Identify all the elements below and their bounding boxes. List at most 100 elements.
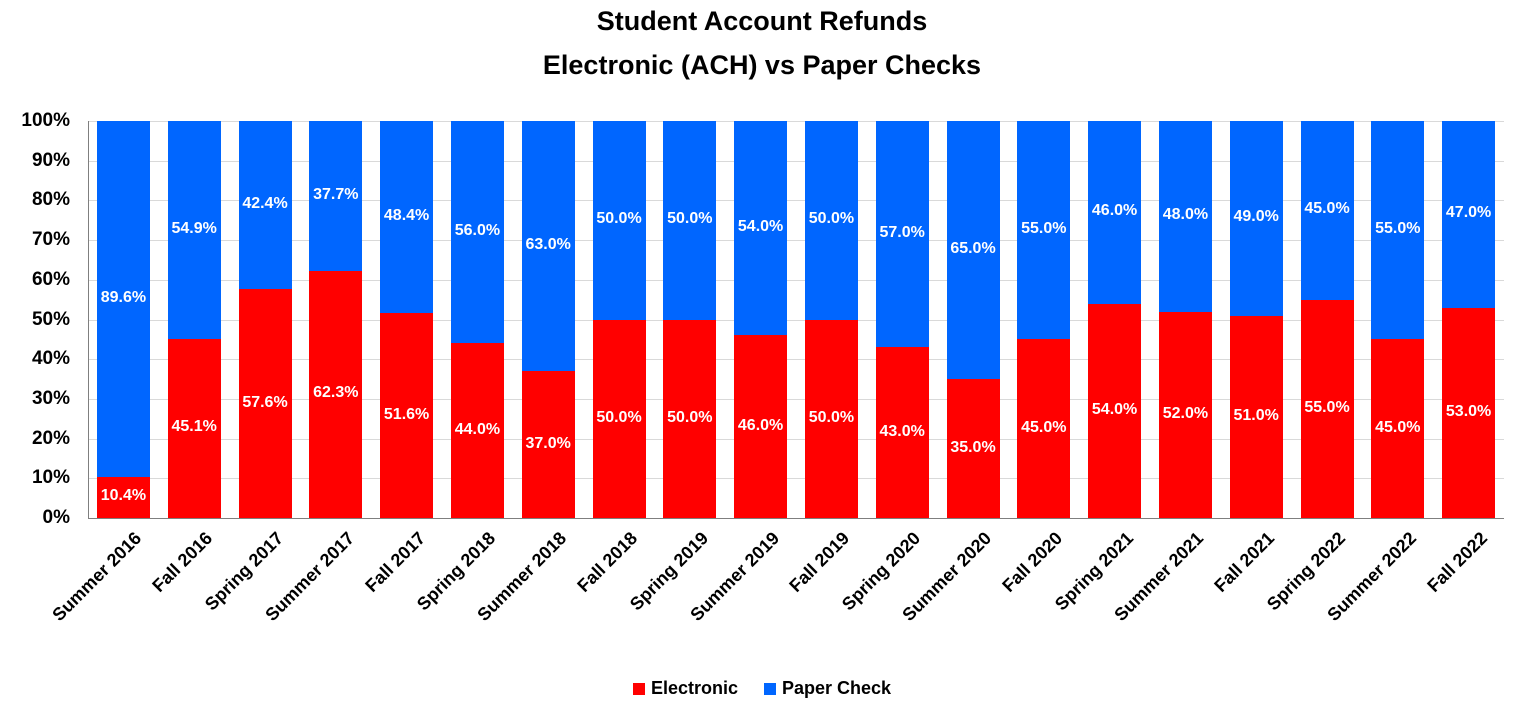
electronic-segment[interactable]: 55.0% (1300, 299, 1354, 518)
paper-check-segment[interactable]: 49.0% (1229, 121, 1283, 316)
electronic-segment[interactable]: 51.6% (380, 313, 434, 518)
electronic-value-label: 10.4% (100, 487, 147, 505)
paper-check-value-label: 55.0% (1375, 220, 1421, 238)
x-tick-label: Fall 2022 (1422, 528, 1491, 596)
bar-stack[interactable]: 54.9% 45.1% (167, 121, 221, 518)
bar-stack[interactable]: 65.0% 35.0% (946, 121, 1000, 518)
bar-stack[interactable]: 63.0% 37.0% (521, 121, 575, 518)
gridline (88, 438, 1504, 440)
electronic-value-label: 50.0% (808, 408, 855, 426)
y-tick-label: 100% (21, 110, 70, 131)
bar-stack[interactable]: 57.0% 43.0% (875, 121, 929, 518)
bar-stack[interactable]: 55.0% 45.0% (1017, 121, 1071, 518)
legend-item-electronic[interactable]: Electronic (632, 678, 738, 699)
legend-item-paper-check[interactable]: Paper Check (763, 678, 891, 699)
electronic-segment[interactable]: 45.0% (1371, 339, 1425, 518)
electronic-segment[interactable]: 54.0% (1088, 303, 1142, 518)
bar-stack[interactable]: 50.0% 50.0% (663, 121, 717, 518)
bar-stack[interactable]: 48.4% 51.6% (380, 121, 434, 518)
bar-stack[interactable]: 48.0% 52.0% (1158, 121, 1212, 518)
gridline (88, 279, 1504, 281)
paper-check-value-label: 54.9% (171, 219, 217, 237)
bar-stack[interactable]: 45.0% 55.0% (1300, 121, 1354, 518)
paper-check-segment[interactable]: 57.0% (875, 121, 929, 348)
paper-check-value-label: 54.0% (737, 218, 784, 236)
electronic-value-label: 45.1% (171, 418, 217, 436)
paper-check-segment[interactable]: 55.0% (1017, 121, 1071, 340)
x-tick-label: Summer 2016 (48, 528, 146, 625)
chart-subtitle: Electronic (ACH) vs Paper Checks (542, 50, 982, 80)
electronic-value-label: 52.0% (1162, 404, 1209, 422)
y-tick-label: 0% (42, 507, 70, 528)
paper-check-segment[interactable]: 46.0% (1088, 121, 1142, 304)
gridline (88, 359, 1504, 361)
paper-check-segment[interactable]: 42.4% (238, 121, 292, 290)
electronic-segment[interactable]: 62.3% (309, 270, 363, 518)
electronic-segment[interactable]: 43.0% (875, 347, 929, 518)
paper-check-segment[interactable]: 45.0% (1300, 121, 1354, 300)
gridline (88, 319, 1504, 321)
x-tick-label: Fall 2017 (360, 528, 429, 596)
electronic-segment[interactable]: 52.0% (1158, 311, 1212, 518)
paper-check-segment[interactable]: 50.0% (592, 121, 646, 320)
bar-stack[interactable]: 56.0% 44.0% (450, 121, 504, 518)
electronic-value-label: 46.0% (737, 416, 784, 434)
electronic-segment[interactable]: 10.4% (96, 476, 150, 518)
bar-stack[interactable]: 42.4% 57.6% (238, 121, 292, 518)
x-tick-label: Fall 2016 (148, 528, 217, 596)
electronic-segment[interactable]: 53.0% (1442, 307, 1496, 518)
paper-check-segment[interactable]: 37.7% (309, 121, 363, 271)
electronic-segment[interactable]: 35.0% (946, 379, 1000, 518)
legend: Electronic Paper Check (0, 678, 1524, 699)
paper-check-swatch-icon (763, 682, 776, 695)
electronic-value-label: 50.0% (596, 408, 642, 426)
electronic-value-label: 45.0% (1375, 418, 1421, 436)
electronic-segment[interactable]: 37.0% (521, 371, 575, 518)
electronic-segment[interactable]: 45.1% (167, 338, 221, 518)
paper-check-segment[interactable]: 55.0% (1371, 121, 1425, 340)
bar-stack[interactable]: 49.0% 51.0% (1229, 121, 1283, 518)
bar-stack[interactable]: 46.0% 54.0% (1088, 121, 1142, 518)
gridline (88, 398, 1504, 400)
paper-check-segment[interactable]: 48.0% (1158, 121, 1212, 312)
paper-check-segment[interactable]: 65.0% (946, 121, 1000, 380)
electronic-segment[interactable]: 44.0% (450, 343, 504, 518)
electronic-segment[interactable]: 57.6% (238, 289, 292, 518)
bar-stack[interactable]: 50.0% 50.0% (592, 121, 646, 518)
bar-stack[interactable]: 54.0% 46.0% (734, 121, 788, 518)
bar-stack[interactable]: 47.0% 53.0% (1442, 121, 1496, 518)
bar-stack[interactable]: 37.7% 62.3% (309, 121, 363, 518)
paper-check-segment[interactable]: 48.4% (380, 121, 434, 314)
paper-check-segment[interactable]: 50.0% (804, 121, 858, 320)
paper-check-segment[interactable]: 54.9% (167, 121, 221, 339)
paper-check-value-label: 56.0% (454, 222, 501, 240)
electronic-segment[interactable]: 51.0% (1229, 315, 1283, 518)
paper-check-segment[interactable]: 47.0% (1442, 121, 1496, 308)
paper-check-segment[interactable]: 50.0% (663, 121, 717, 320)
paper-check-value-label: 45.0% (1304, 200, 1350, 218)
paper-check-segment[interactable]: 89.6% (96, 121, 150, 477)
gridline (88, 121, 1504, 122)
legend-label: Electronic (650, 678, 738, 698)
electronic-value-label: 55.0% (1304, 398, 1350, 416)
electronic-value-label: 44.0% (454, 420, 501, 438)
bar-stack[interactable]: 89.6% 10.4% (96, 121, 150, 518)
bar-stack[interactable]: 55.0% 45.0% (1371, 121, 1425, 518)
electronic-segment[interactable]: 50.0% (663, 319, 717, 518)
electronic-segment[interactable]: 50.0% (592, 319, 646, 518)
bar-stack[interactable]: 50.0% 50.0% (804, 121, 858, 518)
y-tick-label: 50% (31, 308, 70, 330)
electronic-segment[interactable]: 46.0% (734, 335, 788, 518)
paper-check-value-label: 50.0% (808, 210, 855, 228)
paper-check-segment[interactable]: 63.0% (521, 121, 575, 372)
paper-check-value-label: 46.0% (1091, 202, 1138, 220)
x-tick-label: Fall 2018 (573, 528, 642, 596)
x-axis-line (88, 518, 1504, 519)
x-tick-label: Fall 2019 (785, 528, 854, 596)
paper-check-value-label: 50.0% (596, 210, 642, 228)
y-tick-label: 60% (31, 268, 70, 290)
paper-check-segment[interactable]: 56.0% (450, 121, 504, 344)
electronic-segment[interactable]: 45.0% (1017, 339, 1071, 518)
paper-check-segment[interactable]: 54.0% (734, 121, 788, 336)
electronic-segment[interactable]: 50.0% (804, 319, 858, 518)
